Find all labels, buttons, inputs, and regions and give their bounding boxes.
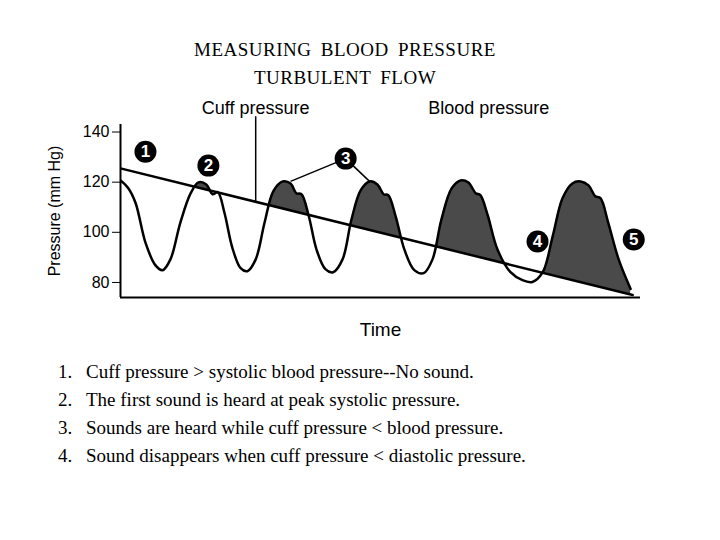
html-text:TURBULENT FLOW: TURBULENT FLOW [253, 67, 437, 88]
html-text:The first sound is heard at pe: The first sound is heard at peak systoli… [86, 389, 461, 410]
svg-text:3: 3 [341, 149, 350, 168]
html-text:Sound disappears when cuff pre: Sound disappears when cuff pressure < di… [86, 445, 526, 466]
svg-text:80: 80 [92, 274, 110, 291]
html-text:MEASURING BLOOD PRESSURE: MEASURING BLOOD PRESSURE [194, 39, 496, 60]
svg-text:Blood pressure: Blood pressure [428, 98, 549, 118]
svg-text:4: 4 [533, 232, 543, 251]
html-text:Sounds are heard while cuff pr: Sounds are heard while cuff pressure < b… [86, 417, 504, 438]
svg-text:Cuff pressure: Cuff pressure [202, 98, 310, 118]
svg-text:1: 1 [141, 142, 150, 161]
svg-text:120: 120 [83, 173, 110, 190]
html-text:4.: 4. [58, 445, 73, 466]
svg-text:2: 2 [204, 156, 213, 175]
html-text:2.: 2. [58, 389, 73, 410]
svg-text:5: 5 [629, 230, 638, 249]
html-text:1.: 1. [58, 361, 73, 382]
html-text:3.: 3. [58, 417, 73, 438]
svg-text:Pressure (mm Hg): Pressure (mm Hg) [46, 146, 63, 277]
html-text:Cuff pressure > systolic blood: Cuff pressure > systolic blood pressure-… [86, 361, 474, 382]
svg-text:140: 140 [83, 123, 110, 140]
svg-text:100: 100 [83, 223, 110, 240]
svg-text:Time: Time [360, 319, 402, 340]
